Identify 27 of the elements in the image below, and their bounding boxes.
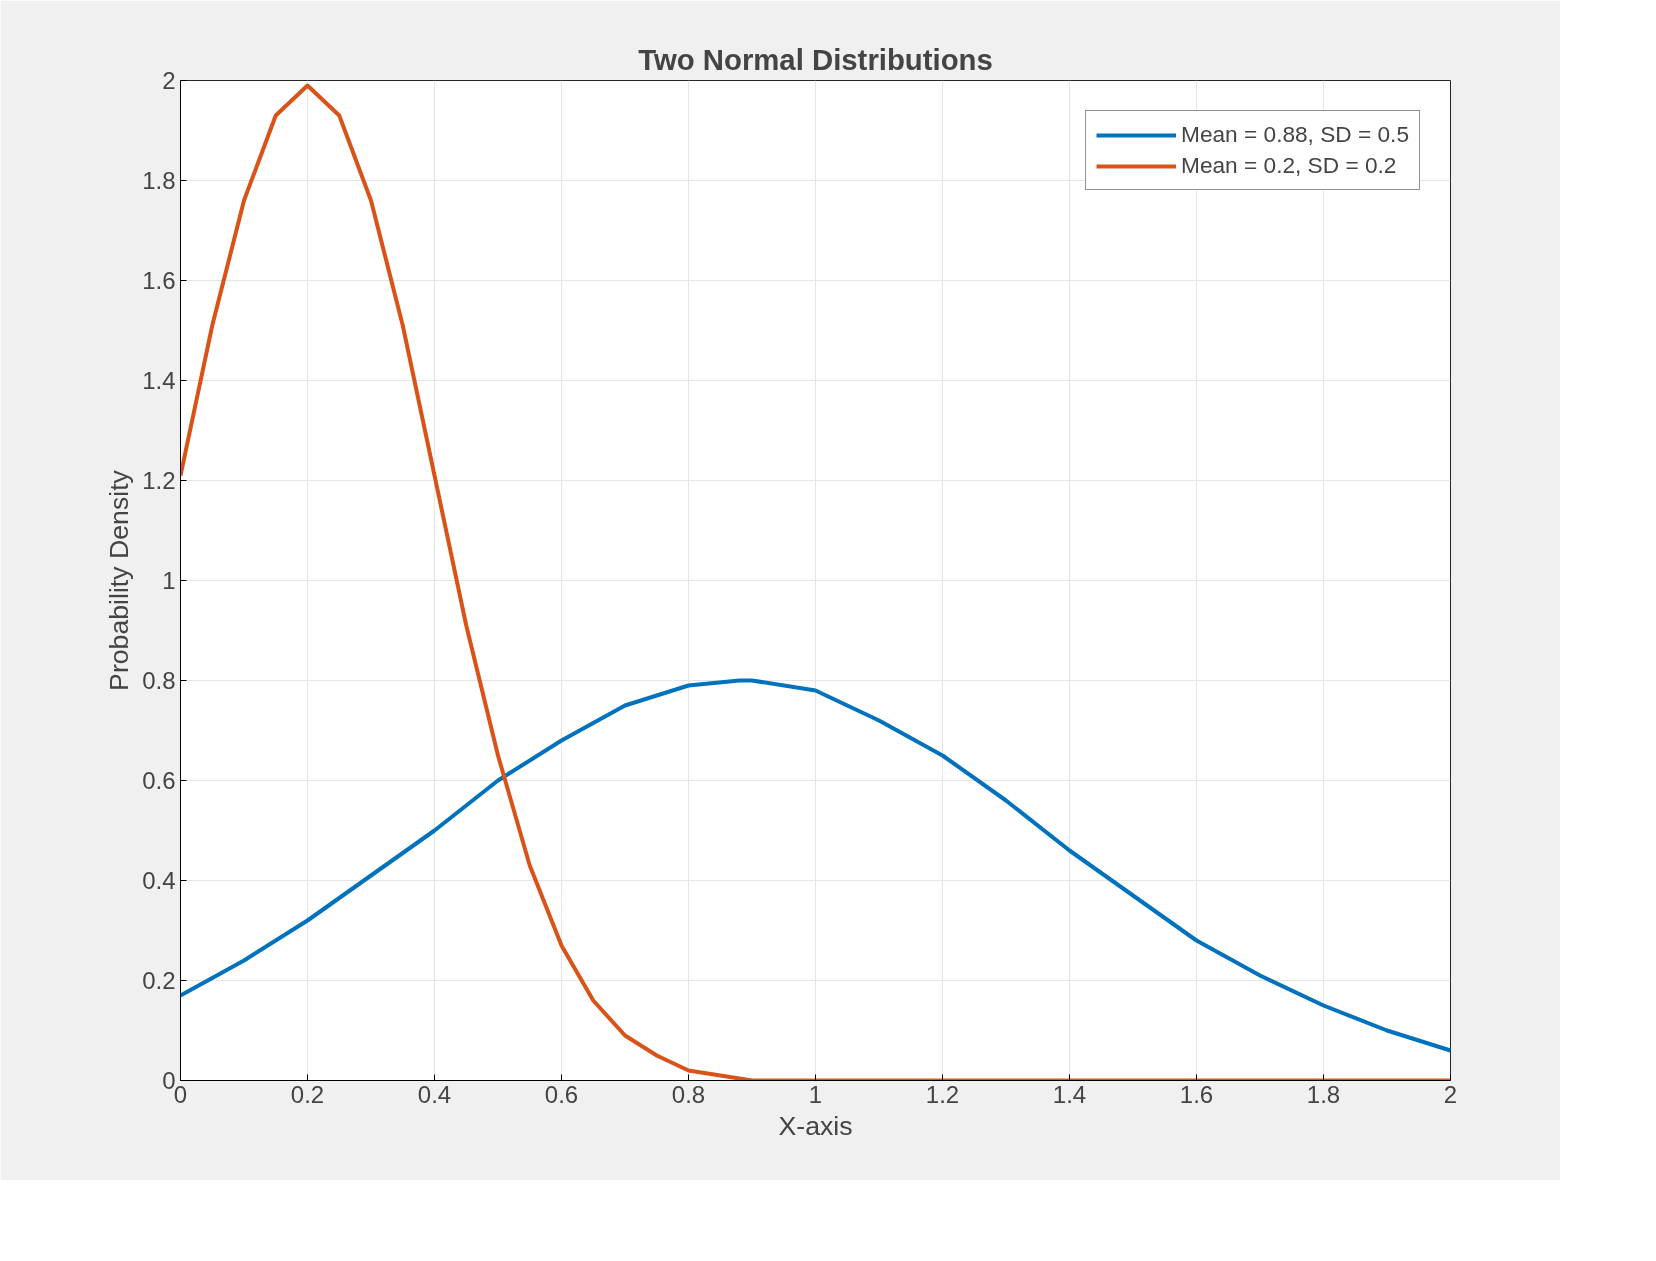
y-tick-label: 1.8 xyxy=(142,167,176,194)
line-series xyxy=(180,83,1451,1081)
y-tick-label: 2 xyxy=(162,67,176,94)
x-tick-label: 0.2 xyxy=(290,1080,325,1108)
y-tick-label: 1.2 xyxy=(142,467,176,494)
x-axis-title: X-axis xyxy=(778,1110,853,1141)
chart-title: Two Normal Distributions xyxy=(638,42,993,76)
x-tick-label: 1.4 xyxy=(1052,1080,1087,1108)
y-tick-label: 0.6 xyxy=(142,767,176,794)
y-tick-label: 0.4 xyxy=(142,867,176,894)
y-axis-title: Probability Density xyxy=(104,469,135,691)
y-tick-label: 1.6 xyxy=(142,267,176,294)
y-tick-label: 1 xyxy=(162,567,176,594)
x-tick-label: 1.8 xyxy=(1306,1080,1341,1108)
legend-label: Mean = 0.88, SD = 0.5 xyxy=(1181,121,1409,148)
legend-label: Mean = 0.2, SD = 0.2 xyxy=(1181,152,1397,179)
x-tick-label: 1 xyxy=(808,1080,823,1108)
x-tick-label: 1.2 xyxy=(925,1080,960,1108)
x-tick-label: 1.6 xyxy=(1179,1080,1214,1108)
line-series xyxy=(180,678,1451,1053)
x-tick-label: 0.8 xyxy=(671,1080,706,1108)
x-tick-label: 0.4 xyxy=(417,1080,452,1108)
y-tick-label: 0.2 xyxy=(142,967,176,994)
x-tick-label: 0.6 xyxy=(544,1080,579,1108)
x-tick-label: 2 xyxy=(1443,1080,1458,1108)
y-tick-label: 0.8 xyxy=(142,667,176,694)
y-tick-label: 1.4 xyxy=(142,367,176,394)
